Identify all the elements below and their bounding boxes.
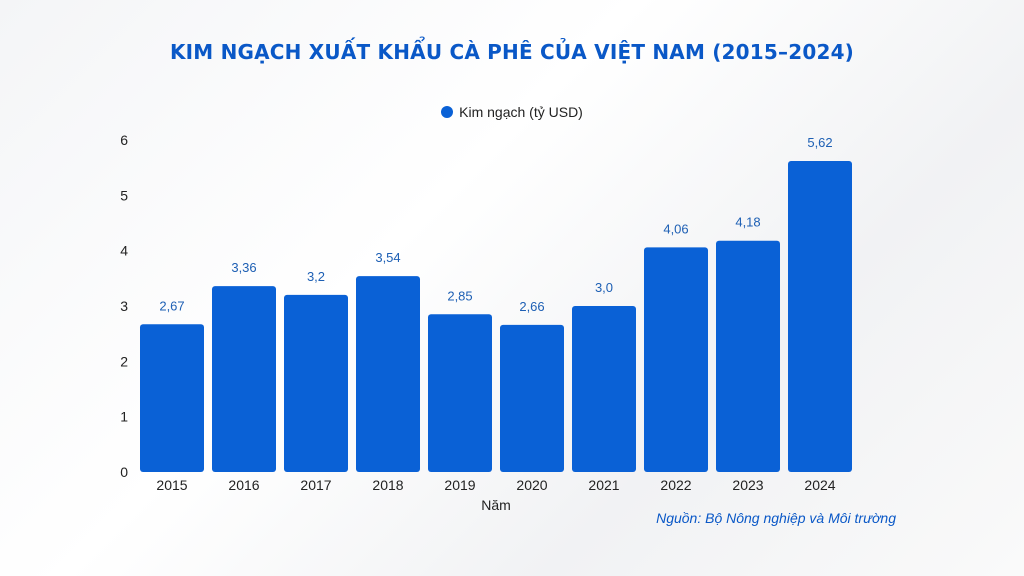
source-note: Nguồn: Bộ Nông nghiệp và Môi trường	[656, 510, 896, 526]
data-label: 2,67	[159, 298, 184, 313]
x-tick-label: 2020	[516, 477, 547, 493]
x-tick-label: 2019	[444, 477, 475, 493]
x-tick-label: 2018	[372, 477, 403, 493]
y-tick-label: 0	[120, 464, 128, 480]
y-tick-label: 4	[120, 243, 128, 259]
y-tick-label: 2	[120, 353, 128, 369]
data-label: 3,0	[595, 280, 613, 295]
data-label: 5,62	[807, 135, 832, 150]
bar	[500, 324, 564, 472]
legend-swatch	[441, 106, 454, 118]
data-label: 3,2	[307, 269, 325, 284]
bar	[788, 161, 852, 472]
x-tick-label: 2024	[804, 477, 835, 493]
x-tick-label: 2016	[228, 477, 259, 493]
bar	[140, 324, 204, 472]
chart-title: KIM NGẠCH XUẤT KHẨU CÀ PHÊ CỦA VIỆT NAM …	[169, 40, 855, 64]
x-axis-label: Năm	[481, 497, 511, 513]
data-label: 3,36	[231, 260, 256, 275]
x-tick-label: 2022	[660, 477, 691, 493]
x-tick-label: 2017	[300, 477, 331, 493]
data-label: 2,85	[447, 288, 472, 303]
x-tick-label: 2021	[588, 477, 619, 493]
x-tick-label: 2015	[156, 477, 187, 493]
y-tick-label: 1	[120, 409, 128, 425]
bar	[356, 276, 420, 472]
data-label: 3,54	[375, 250, 400, 265]
bar	[212, 286, 276, 472]
legend: Kim ngạch (tỷ USD)	[0, 104, 1024, 120]
y-tick-label: 3	[120, 298, 128, 314]
bar	[284, 294, 348, 472]
data-label: 2,66	[519, 299, 544, 314]
y-tick-label: 5	[120, 187, 128, 203]
bar	[572, 306, 636, 472]
data-label: 4,18	[735, 215, 760, 230]
y-tick-label: 6	[120, 132, 128, 148]
bar	[428, 314, 492, 472]
data-label: 4,06	[663, 221, 688, 236]
x-tick-label: 2023	[732, 477, 763, 493]
bar	[716, 240, 780, 472]
bar	[644, 247, 708, 472]
legend-label: Kim ngạch (tỷ USD)	[459, 104, 583, 120]
